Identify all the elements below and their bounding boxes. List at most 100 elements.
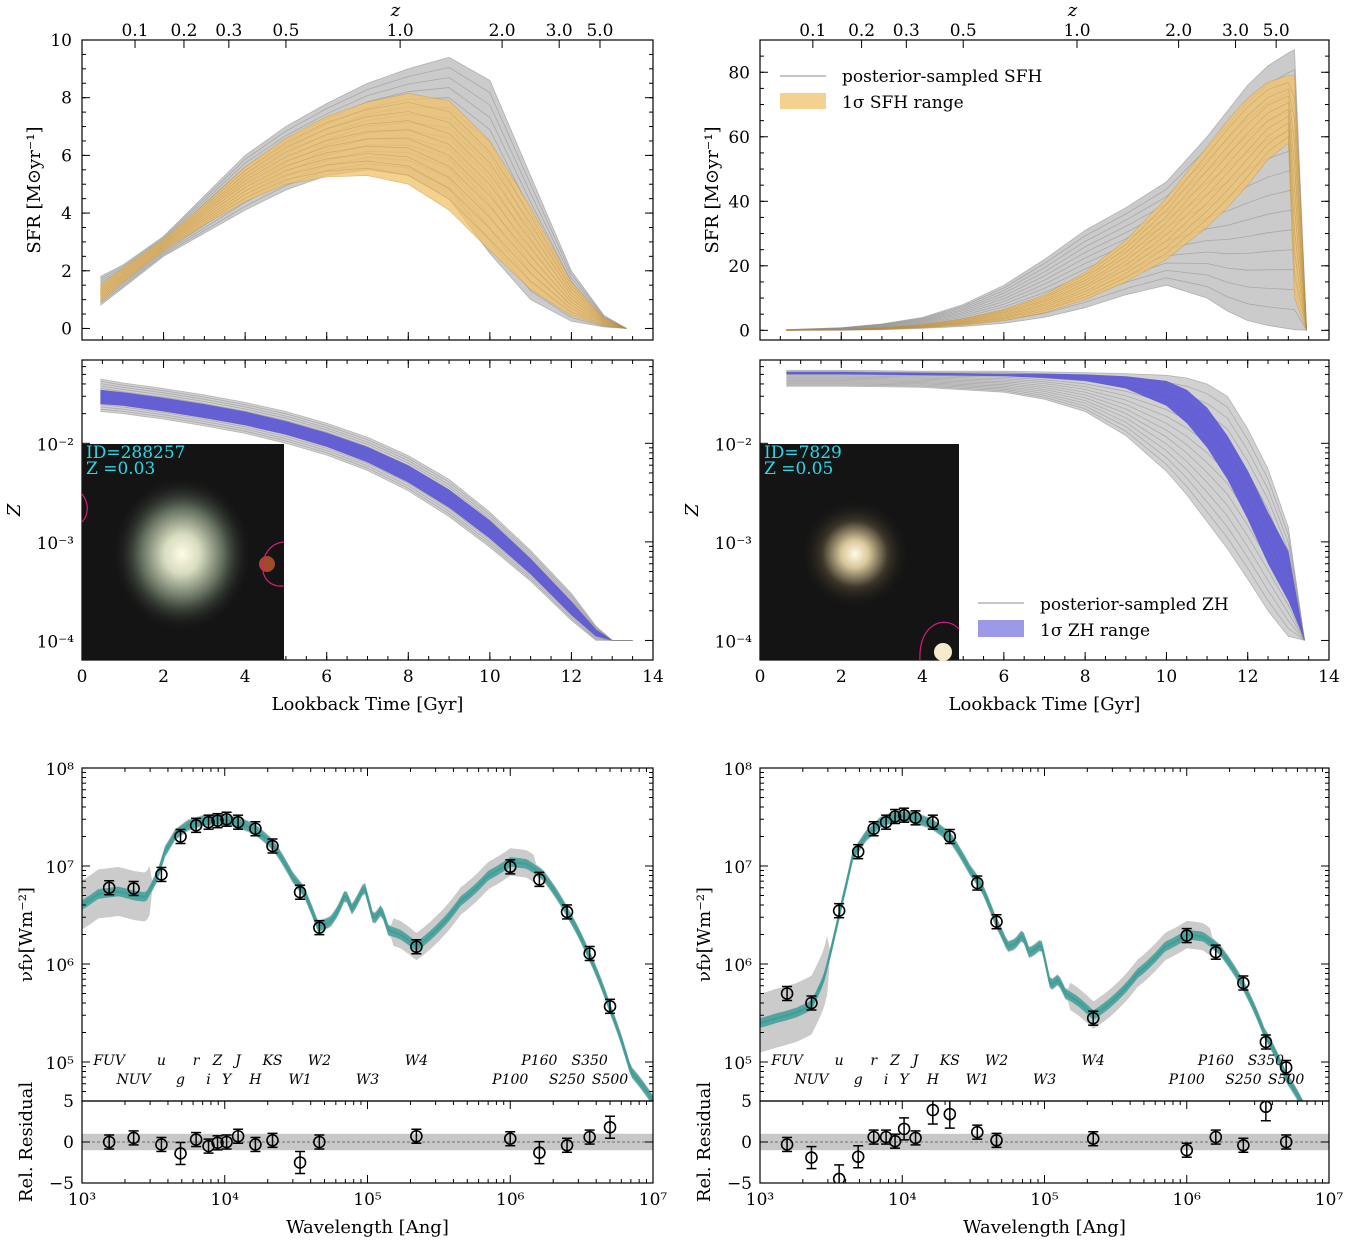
sfr-tick-label: 0	[61, 319, 72, 339]
sed-data-point	[780, 987, 794, 1000]
residual-point	[805, 1151, 818, 1164]
sed-data-point	[155, 868, 168, 881]
zh-plot-area	[100, 378, 633, 641]
sed-data-point	[1209, 945, 1223, 959]
redshift-tick-label: 0.5	[950, 21, 977, 41]
residual-point	[1086, 1132, 1100, 1146]
sed-data-point	[266, 839, 279, 853]
sed-data-point	[1237, 976, 1250, 990]
sed-tick-label: 10⁷	[46, 858, 75, 878]
sed-data-point	[943, 830, 957, 843]
residual-point	[533, 1146, 546, 1159]
sed-plot-area	[760, 807, 1304, 1101]
sfr-axis-label: SFR [M⊙yr⁻¹]	[702, 126, 723, 253]
redshift-tick-label: 2.0	[1165, 21, 1192, 41]
redshift-tick-label: 3.0	[546, 21, 573, 41]
sfh-legend: posterior-sampled SFH 1σ SFH range	[780, 67, 1042, 113]
zh-posterior-sample	[100, 411, 633, 641]
sfr-tick-label: 60	[728, 128, 750, 148]
residual-point	[583, 1130, 596, 1144]
wl-tick-label: 10⁷	[1315, 1190, 1344, 1210]
sfr-tick-label: 40	[728, 192, 750, 212]
zh-panel-1: 10⁻⁴ 10⁻³ 10⁻² 0 2 4 6 8 10 12 14 Lookback Time [Gy…	[682, 359, 1340, 715]
filter-band-label: S250	[549, 1072, 585, 1088]
sfh-band-sample	[100, 120, 627, 329]
sed-data-point	[102, 881, 116, 895]
zh-tick-label: 10⁻⁴	[715, 632, 753, 652]
sed-frame	[81, 767, 654, 1102]
sed-model-line	[82, 818, 653, 1101]
sed-axis-label: νfν[Wm⁻²]	[694, 887, 715, 982]
sfh-band-sample	[100, 93, 627, 329]
lookback-tick-label: 4	[917, 667, 928, 687]
sfh-band-sample	[100, 102, 627, 329]
inset-contour	[81, 493, 88, 523]
zh-posterior-sample	[100, 385, 633, 641]
sed-data-point	[971, 876, 984, 890]
redshift-tick-label: 0.1	[121, 21, 148, 41]
filter-band-label: W2	[985, 1053, 1008, 1069]
filter-band-label: P100	[1168, 1072, 1205, 1088]
zh-tick-label: 10⁻³	[715, 534, 752, 554]
sed-axis-label: νfν[Wm⁻²]	[16, 887, 37, 982]
sfr-tick-label: 10	[50, 31, 72, 51]
residual-point	[231, 1129, 245, 1143]
zh-posterior-envelope	[786, 370, 1305, 641]
sed-plot-area	[82, 811, 653, 1101]
inset-galaxy-glow	[112, 476, 252, 632]
filter-band-label: Y	[899, 1072, 910, 1088]
lookback-tick-label: 4	[240, 667, 251, 687]
sfh-posterior-sample	[786, 284, 1307, 331]
sed-data-point	[990, 915, 1003, 929]
sfh-posterior-sample	[786, 149, 1307, 331]
redshift-tick-label: 3.0	[1222, 21, 1249, 41]
residual-tick-label: 5	[63, 1092, 74, 1112]
redshift-tick-label: 2.0	[489, 21, 516, 41]
redshift-tick-label: 0.2	[848, 21, 875, 41]
residual-point	[1237, 1138, 1250, 1152]
sfh-band-sample	[100, 153, 627, 329]
sed-data-point	[897, 808, 911, 822]
residual-point	[926, 1103, 940, 1117]
sed-frame	[759, 767, 1330, 1102]
legend-zh-range-swatch	[978, 620, 1024, 637]
sfh-band-sample	[100, 111, 627, 329]
lookback-tick-label: 6	[998, 667, 1009, 687]
residual-point	[155, 1138, 168, 1151]
residual-point	[909, 1131, 922, 1145]
redshift-tick-label: 0.3	[215, 21, 242, 41]
residual-point	[897, 1122, 911, 1136]
zh-tick-label: 10⁻²	[37, 435, 74, 455]
sed-tick-label: 10⁶	[724, 956, 753, 976]
sed-data-point	[313, 921, 326, 934]
filter-band-label: Z	[212, 1053, 223, 1069]
lookback-tick-label: 8	[403, 667, 414, 687]
residual-axis-label: Rel. Residual	[694, 1082, 715, 1202]
residual-point	[249, 1138, 262, 1151]
residual-tick-label: −5	[727, 1174, 752, 1194]
sed-tick-label: 10⁶	[46, 956, 75, 976]
lookback-tick-label: 0	[77, 667, 88, 687]
sfh-band-sample	[786, 115, 1307, 331]
sed-tick-label: 10⁷	[724, 858, 753, 878]
lookback-axis-label: Lookback Time [Gyr]	[949, 694, 1141, 715]
filter-band-label: FUV	[770, 1053, 805, 1069]
wl-tick-label: 10⁴	[211, 1190, 240, 1210]
residual-point	[313, 1135, 326, 1149]
sed-posterior-envelope	[82, 813, 653, 1101]
residual-point	[867, 1130, 881, 1144]
redshift-tick-label: 1.0	[1063, 21, 1090, 41]
sed-data-point	[231, 815, 245, 829]
zh-panel-0: 10⁻⁴ 10⁻³ 10⁻² 0 2 4 6 8 10 12 14 Lookback Time [Gy…	[4, 359, 664, 715]
sed-data-point	[560, 905, 574, 919]
sfh-band-sample	[100, 129, 627, 329]
filter-band-label: W4	[1082, 1053, 1105, 1069]
filter-band-label: W2	[308, 1053, 331, 1069]
sed-data-point	[909, 811, 922, 825]
filter-band-label: P160	[1197, 1053, 1234, 1069]
wavelength-axis-label: Wavelength [Ang]	[963, 1217, 1126, 1238]
sed-data-point	[1180, 929, 1194, 942]
inset-contour	[262, 541, 285, 587]
residual-point	[1279, 1135, 1293, 1149]
